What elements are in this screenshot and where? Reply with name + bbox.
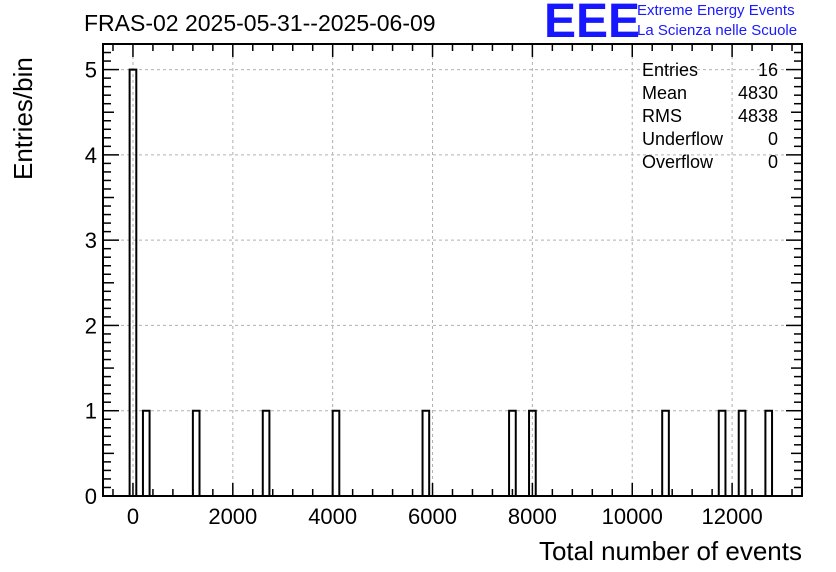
stat-label: RMS [642, 106, 682, 126]
stat-value: 0 [767, 129, 778, 149]
grid-layer [103, 44, 802, 496]
x-tick-label: 0 [127, 504, 139, 529]
eee-logo-letters: EEE [544, 0, 641, 48]
histogram-bin [764, 409, 774, 496]
histogram-bin [141, 409, 151, 496]
y-tick-label: 3 [85, 228, 97, 253]
stat-label: Underflow [642, 129, 724, 149]
y-tick-label: 1 [85, 399, 97, 424]
stat-value: 4838 [737, 106, 778, 126]
histogram-bin [508, 409, 517, 496]
plot-frame [102, 43, 803, 497]
eee-logo: EEE [544, 0, 640, 48]
chart-title: FRAS-02 2025-05-31--2025-06-09 [84, 10, 436, 36]
histogram-bin [737, 409, 747, 496]
bars-layer [128, 68, 774, 496]
stat-value: 0 [767, 152, 778, 172]
histogram-bin [331, 409, 341, 496]
x-tick-label: 10000 [602, 504, 663, 529]
y-axis-label-container: Entries/bin [8, 40, 44, 180]
histogram-bin [528, 409, 537, 496]
histogram-bin [191, 409, 201, 496]
histogram-bin [261, 409, 271, 496]
histogram-bin [717, 409, 727, 496]
stat-label: Overflow [642, 152, 714, 172]
stat-label: Entries [642, 60, 699, 80]
x-tick-label: 2000 [208, 504, 257, 529]
y-tick-label: 0 [85, 484, 97, 509]
x-tick-label: 6000 [408, 504, 457, 529]
axes-layer [102, 43, 803, 497]
stat-value: 4830 [737, 83, 778, 103]
histogram-bin [421, 409, 431, 496]
x-tick-label: 12000 [702, 504, 763, 529]
x-axis-label: Total number of events [538, 536, 802, 566]
histogram-bin [661, 409, 670, 496]
brand-line-1: Extreme Energy Events [637, 2, 795, 19]
stat-value: 16 [757, 60, 778, 80]
y-tick-label: 5 [85, 58, 97, 83]
ticks-layer: 0 2000 4000 6000 8000 10000 12000 0 1 2 3 4 5 [85, 44, 802, 529]
y-tick-label: 2 [85, 313, 97, 338]
stat-label: Mean [642, 83, 688, 103]
x-tick-label: 4000 [308, 504, 357, 529]
y-tick-label: 4 [85, 143, 97, 168]
x-tick-label: 8000 [508, 504, 557, 529]
histogram-bin [128, 68, 138, 496]
y-axis-label: Entries/bin [8, 57, 38, 180]
brand-line-2: La Scienza nelle Scuole [637, 22, 798, 39]
